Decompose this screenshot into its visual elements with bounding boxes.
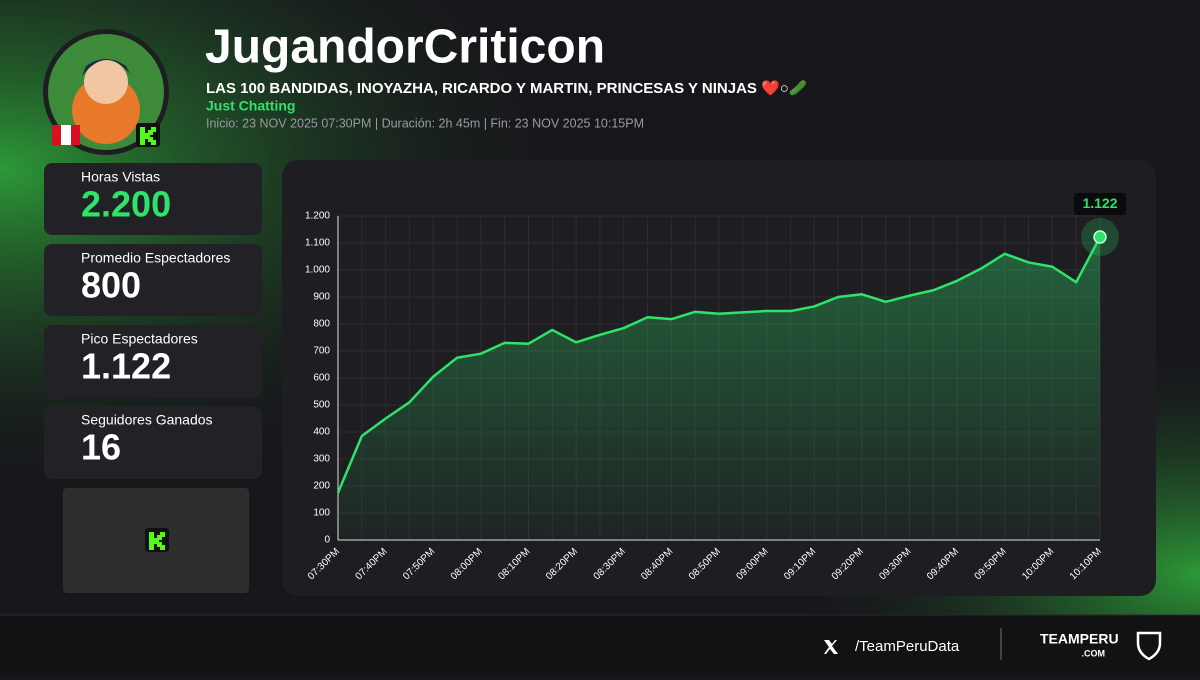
- y-tick-label: 200: [313, 481, 330, 492]
- stat-label: Seguidores Ganados: [81, 412, 213, 428]
- stream-meta: Inicio: 23 NOV 2025 07:30PM | Duración: …: [206, 116, 644, 130]
- y-tick-label: 1.200: [305, 211, 330, 222]
- stream-category: Just Chatting: [206, 98, 295, 114]
- stat-card: [44, 406, 262, 479]
- footer-bar: [0, 615, 1200, 675]
- stat-card: [44, 244, 262, 316]
- y-tick-label: 700: [313, 346, 330, 357]
- line: [336, 236, 1102, 494]
- y-tick-label: 800: [313, 319, 330, 330]
- y-tick-label: 1.000: [305, 265, 330, 276]
- y-tick-label: 1.100: [305, 238, 330, 249]
- avatar-hair: [82, 59, 130, 76]
- y-tick-label: 100: [313, 508, 330, 519]
- stat-label: Horas Vistas: [81, 169, 160, 185]
- social-handle: /TeamPeruData: [855, 638, 960, 655]
- y-tick-label: 0: [324, 535, 330, 546]
- stat-value: 800: [81, 265, 141, 306]
- stat-label: Pico Espectadores: [81, 331, 198, 347]
- brand: TEAMPERU: [1040, 631, 1119, 647]
- peak-label-box: [1074, 193, 1126, 216]
- y-tick-label: 300: [313, 454, 330, 465]
- brand-sub: .COM: [1082, 648, 1106, 658]
- brand-shield: [1136, 631, 1162, 661]
- peak-point: [1093, 230, 1107, 244]
- streamer-name: JugandorCriticon: [205, 21, 605, 74]
- stat-card: [44, 163, 262, 235]
- stat-value: 2.200: [81, 184, 171, 225]
- avatar-face: [84, 60, 128, 104]
- flag: [52, 125, 61, 145]
- kick-logo: [149, 532, 165, 550]
- y-tick-label: 400: [313, 427, 330, 438]
- stream-title: LAS 100 BANDIDAS, INOYAZHA, RICARDO Y MA…: [206, 79, 808, 97]
- y-tick-label: 900: [313, 292, 330, 303]
- y-tick-label: 500: [313, 400, 330, 411]
- stat-card: [44, 325, 262, 398]
- stat-value: 16: [81, 427, 121, 468]
- flag: [71, 125, 80, 145]
- area: [338, 237, 1100, 540]
- kick-logo: [140, 127, 156, 145]
- x-logo: [824, 640, 838, 654]
- stat-value: 1.122: [81, 346, 171, 387]
- y-tick-label: 600: [313, 373, 330, 384]
- stat-label: Promedio Espectadores: [81, 250, 230, 266]
- peak-label: 1.122: [1082, 195, 1117, 211]
